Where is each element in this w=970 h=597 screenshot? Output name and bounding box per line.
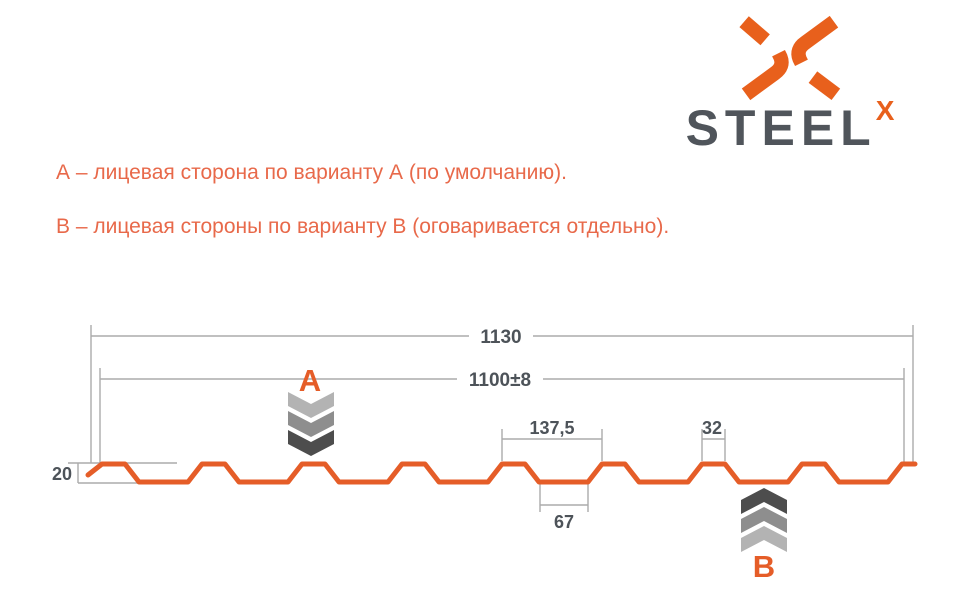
x-mark-bottom-left-hook xyxy=(741,49,789,101)
steelx-x-mark-icon xyxy=(739,15,841,101)
dim-label-profile-height: 20 xyxy=(52,464,72,484)
marker-a-letter: А xyxy=(299,363,321,398)
logo-word-steel: STEEL xyxy=(685,100,877,156)
logo-wordmark: STEEL X xyxy=(660,97,920,156)
chevron-b-mid-icon xyxy=(741,507,787,533)
chevron-a-light-icon xyxy=(288,392,334,418)
profile-diagram: 1130 1100±8 137,5 32 67 20 А В xyxy=(52,325,918,584)
chevron-b-dark-icon xyxy=(741,488,787,514)
note-variant-b: В – лицевая стороны по варианту В (огова… xyxy=(56,215,670,238)
logo-sup-x: X xyxy=(875,95,895,126)
dim-label-cover-width: 1100±8 xyxy=(469,370,531,391)
x-mark-bottom-right-arm xyxy=(808,71,841,101)
dim-label-rib-top-width: 32 xyxy=(702,418,722,438)
dim-label-rib-pitch: 137,5 xyxy=(529,418,574,438)
x-mark-top-right-hook xyxy=(791,15,839,67)
x-mark-top-left-arm xyxy=(739,16,770,46)
profile-line xyxy=(85,461,918,485)
dim-label-overall-width: 1130 xyxy=(480,327,521,348)
steelx-logo: STEEL X xyxy=(660,15,920,153)
marker-b-letter: В xyxy=(753,549,775,584)
chevron-a-dark-icon xyxy=(288,430,334,456)
chevron-b-light-icon xyxy=(741,526,787,552)
note-variant-a: А – лицевая сторона по варианту А (по ум… xyxy=(56,161,567,184)
dim-label-rib-bottom-width: 67 xyxy=(554,512,574,532)
chevron-a-mid-icon xyxy=(288,411,334,437)
